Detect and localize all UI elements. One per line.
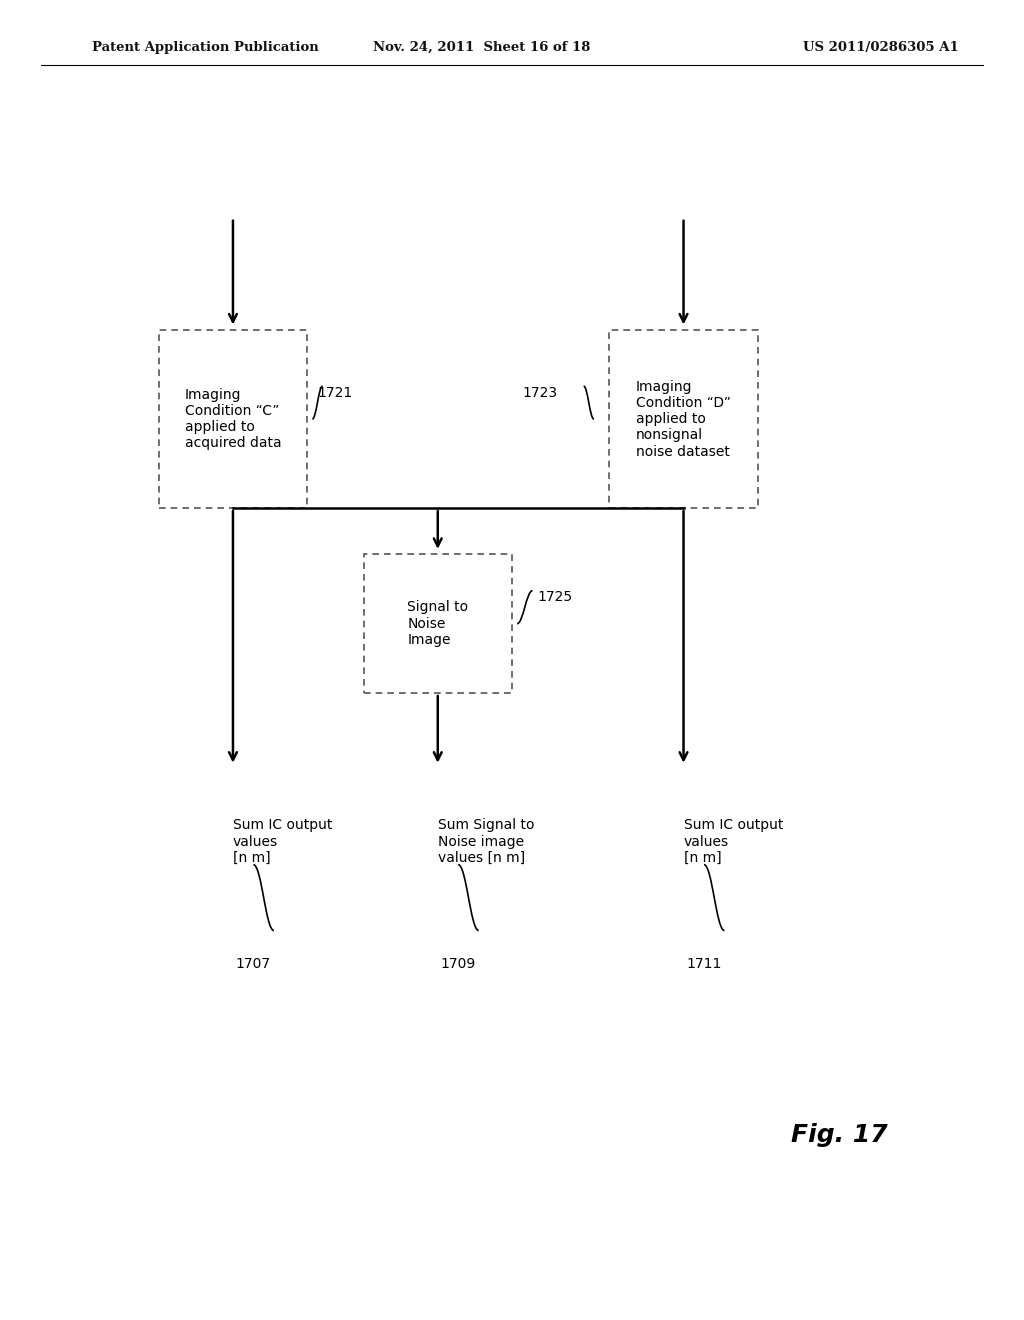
Text: US 2011/0286305 A1: US 2011/0286305 A1 — [803, 41, 958, 54]
Text: 1723: 1723 — [522, 385, 557, 400]
Text: 1709: 1709 — [440, 957, 476, 972]
Text: 1711: 1711 — [686, 957, 722, 972]
FancyBboxPatch shape — [609, 330, 758, 508]
Text: Fig. 17: Fig. 17 — [792, 1123, 888, 1147]
Text: Imaging
Condition “D”
applied to
nonsignal
noise dataset: Imaging Condition “D” applied to nonsign… — [636, 380, 731, 458]
Text: Signal to
Noise
Image: Signal to Noise Image — [408, 601, 468, 647]
Text: 1725: 1725 — [538, 590, 572, 605]
Text: 1707: 1707 — [236, 957, 271, 972]
FancyBboxPatch shape — [159, 330, 307, 508]
Text: Sum IC output
values
[n m]: Sum IC output values [n m] — [684, 818, 783, 865]
Text: Patent Application Publication: Patent Application Publication — [92, 41, 318, 54]
Text: Sum IC output
values
[n m]: Sum IC output values [n m] — [232, 818, 333, 865]
Text: 1721: 1721 — [317, 385, 352, 400]
Text: Nov. 24, 2011  Sheet 16 of 18: Nov. 24, 2011 Sheet 16 of 18 — [373, 41, 590, 54]
Text: Imaging
Condition “C”
applied to
acquired data: Imaging Condition “C” applied to acquire… — [184, 388, 282, 450]
FancyBboxPatch shape — [364, 554, 512, 693]
Text: Sum Signal to
Noise image
values [n m]: Sum Signal to Noise image values [n m] — [438, 818, 535, 865]
